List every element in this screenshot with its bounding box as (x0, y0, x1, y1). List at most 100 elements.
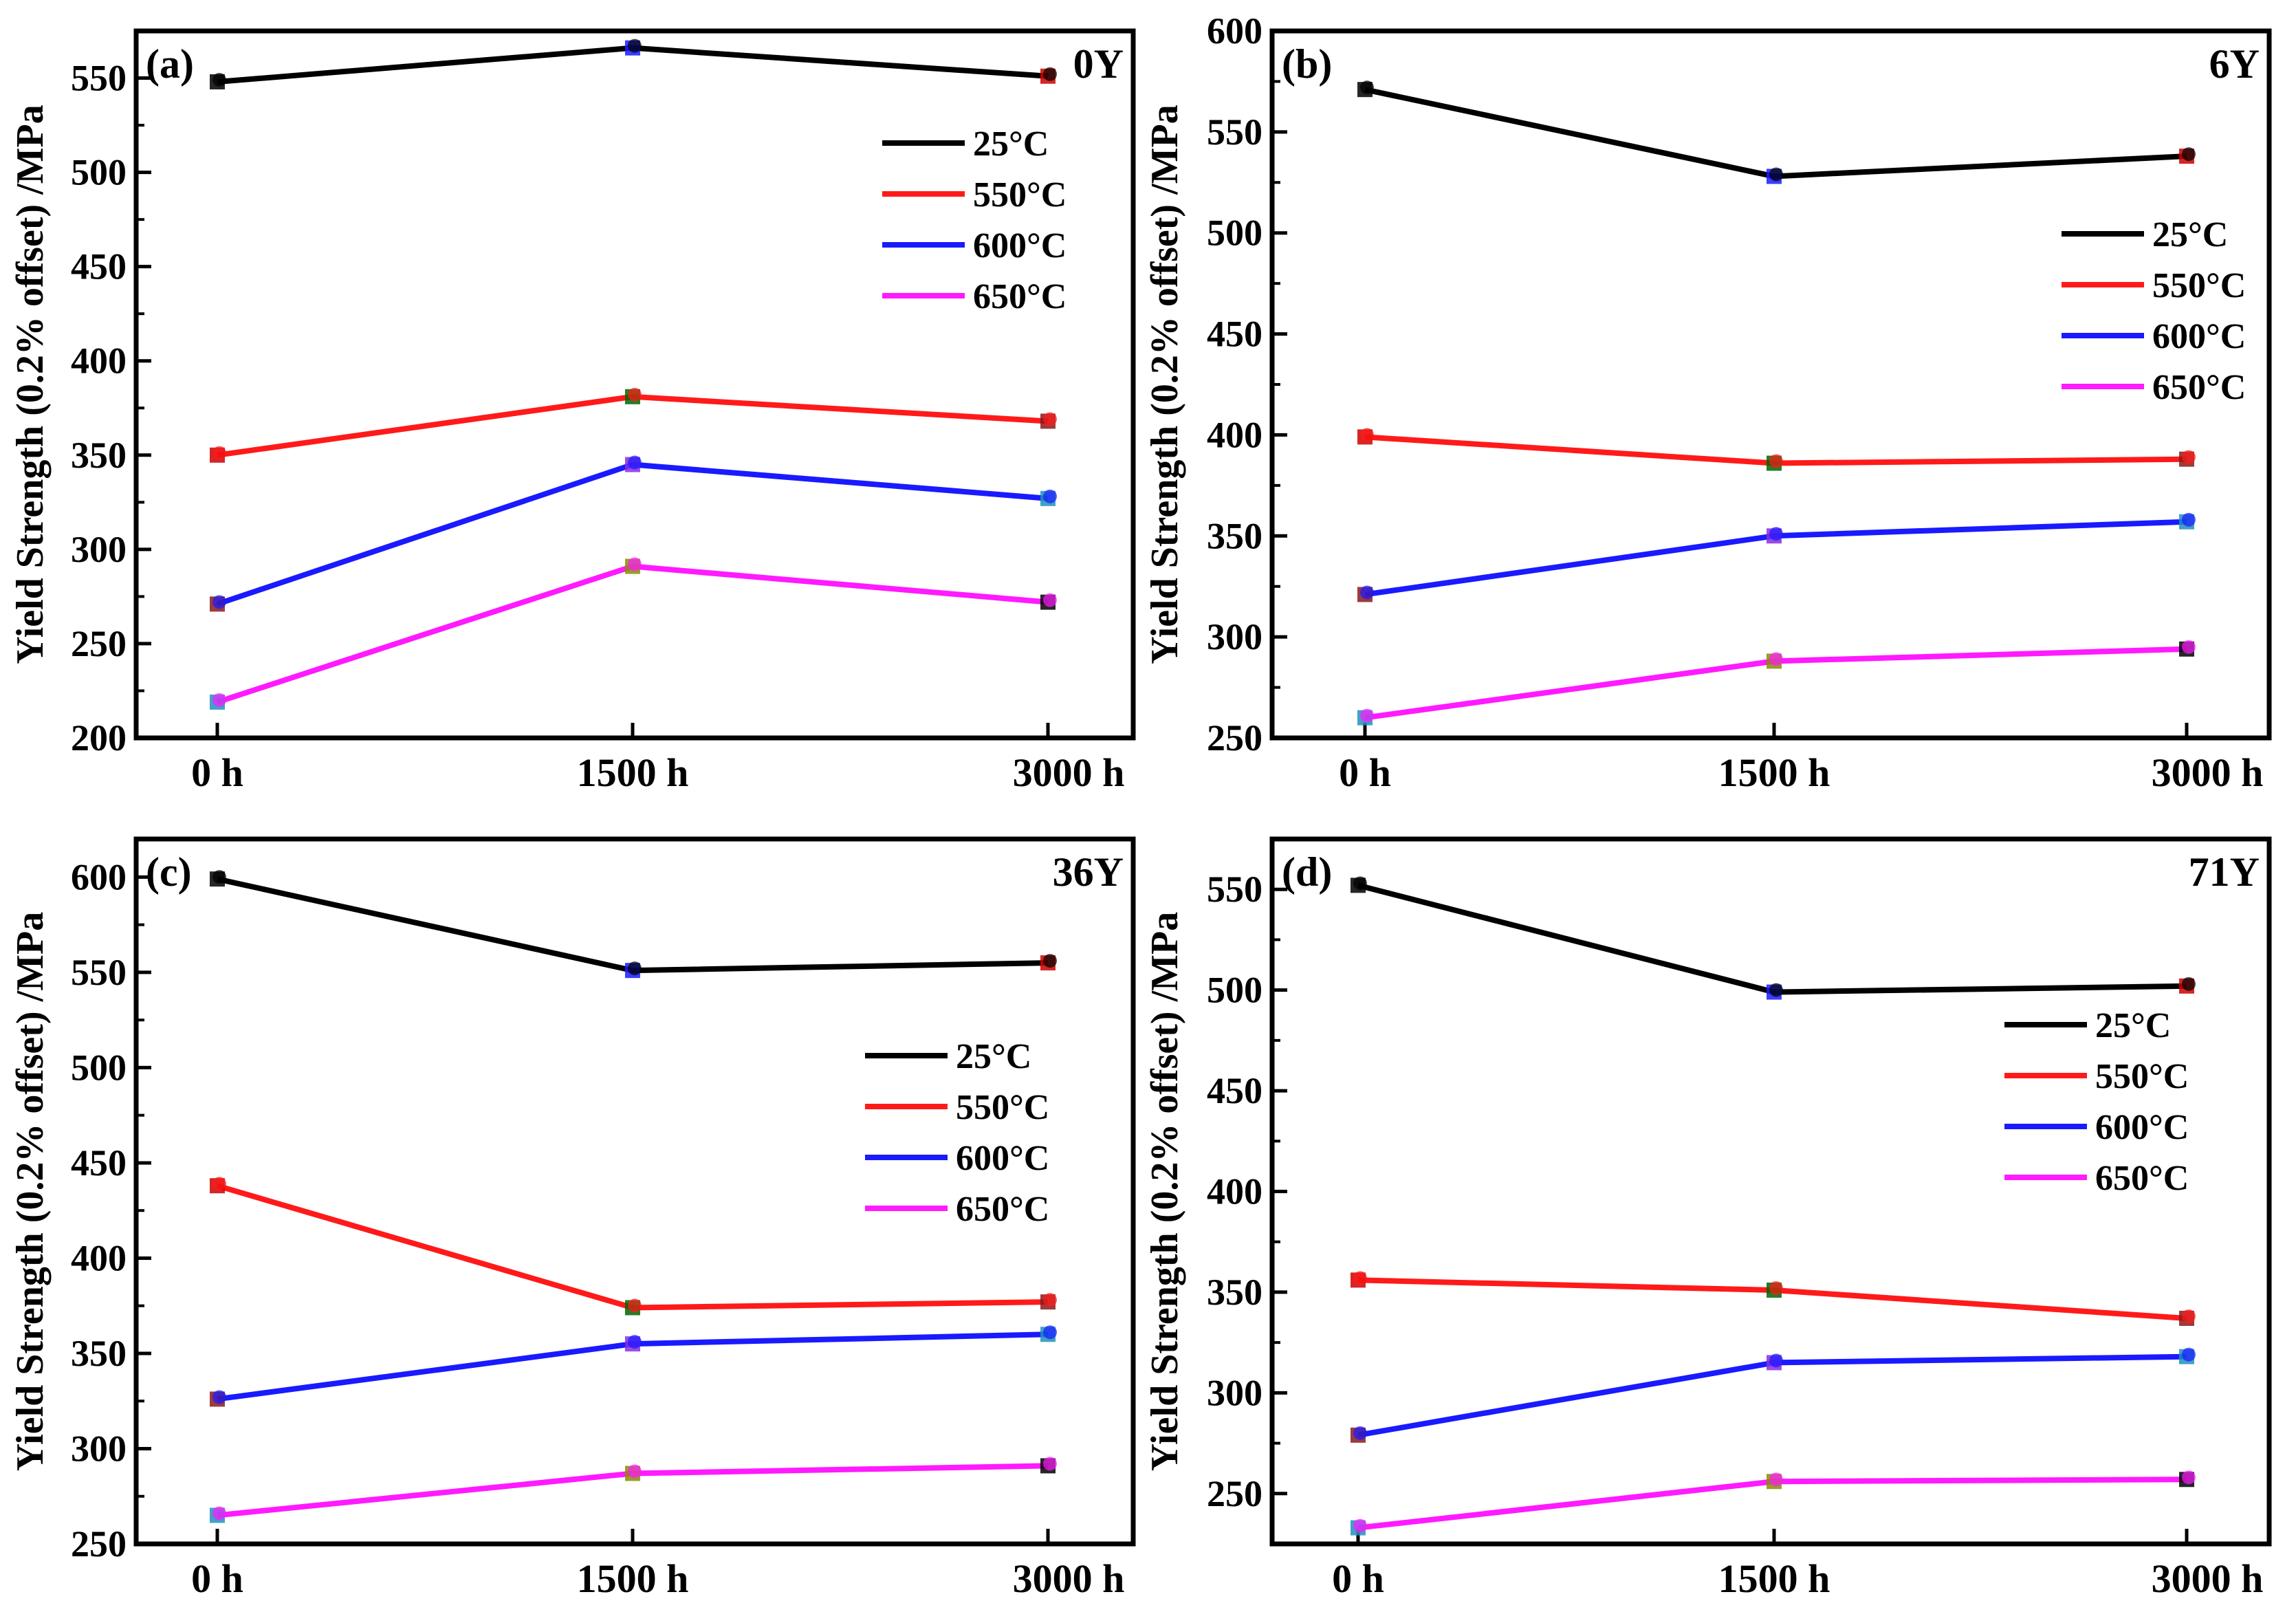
data-point-overlay (1043, 412, 1057, 426)
y-axis-label: Yield Strength (0.2% offset) /MPa (9, 105, 52, 664)
data-point-overlay (212, 1177, 226, 1191)
series-line-25c (1357, 882, 2187, 995)
y-tick-label: 550 (1207, 869, 1262, 910)
y-tick-label: 600 (71, 856, 127, 897)
series-line-25c (217, 876, 1049, 974)
data-point-overlay (2182, 640, 2196, 654)
legend-label: 600°C (973, 226, 1067, 265)
y-tick-label: 550 (1207, 111, 1262, 153)
legend-label: 550°C (973, 175, 1067, 215)
x-tick-label: 1500 h (577, 750, 689, 795)
data-point-overlay (1353, 876, 1367, 891)
data-point-overlay (1043, 1325, 1057, 1340)
y-tick-label: 450 (71, 246, 127, 287)
data-point-overlay (628, 1298, 642, 1313)
panel-label: (d) (1282, 849, 1332, 895)
series-line-550c (217, 393, 1049, 458)
data-point-overlay (2182, 1309, 2196, 1323)
legend-label: 650°C (956, 1190, 1049, 1229)
data-point-overlay (1360, 708, 1374, 723)
series-line-550c (216, 1183, 1049, 1311)
y-tick-label: 500 (1207, 970, 1262, 1011)
data-point-overlay (1769, 652, 1783, 666)
series-line-25c (1364, 87, 2187, 179)
y-tick-label: 500 (71, 152, 127, 193)
legend: 25°C 550°C 600°C 650°C (882, 124, 1067, 316)
x-tick-label: 0 h (191, 1556, 243, 1601)
y-tick-label: 300 (71, 529, 127, 570)
y-tick-label: 250 (71, 623, 127, 664)
y-tick-label: 250 (71, 1523, 127, 1565)
data-point-overlay (1769, 527, 1783, 541)
panel-label: (c) (146, 849, 192, 895)
data-point-overlay (1043, 954, 1057, 968)
legend: 25°C 550°C 600°C 650°C (2062, 215, 2246, 407)
y-tick-label: 400 (71, 1237, 127, 1278)
y-tick-label: 550 (71, 952, 127, 993)
data-point-overlay (628, 961, 642, 976)
data-point-overlay (1769, 983, 1783, 997)
legend: 25°C 550°C 600°C 650°C (2004, 1006, 2189, 1198)
panel-title: 71Y (2189, 849, 2260, 895)
panel-0y: 200 250 300 350 400 450 500 550 0 h 1500 h 3000 h Y… (9, 28, 1136, 795)
panel-title: 6Y (2209, 41, 2260, 87)
panel-label: (a) (146, 41, 194, 87)
data-point-overlay (1043, 489, 1057, 503)
x-tick-label: 1500 h (1718, 1556, 1830, 1601)
data-point-overlay (212, 693, 226, 707)
y-tick-label: 350 (1207, 515, 1262, 556)
data-point-overlay (1769, 1472, 1783, 1487)
y-tick-label: 500 (1207, 213, 1262, 254)
panel-label: (b) (1282, 41, 1332, 87)
legend-label: 25°C (973, 124, 1049, 164)
legend-label: 550°C (2095, 1057, 2189, 1096)
data-point-overlay (2182, 147, 2196, 162)
y-tick-label: 400 (71, 340, 127, 382)
data-point-overlay (1353, 1271, 1367, 1285)
y-tick-label: 600 (1207, 10, 1262, 52)
data-point-overlay (1360, 585, 1374, 600)
y-tick-label: 350 (71, 1333, 127, 1374)
y-tick-label: 550 (71, 58, 127, 99)
y-tick-label: 300 (1207, 1372, 1262, 1413)
data-point-overlay (1353, 1426, 1367, 1440)
y-axis-label: Yield Strength (0.2% offset) /MPa (9, 912, 52, 1471)
data-point-overlay (212, 1390, 226, 1404)
y-tick-label: 350 (71, 435, 127, 476)
y-tick-label: 200 (71, 717, 127, 759)
x-tick-label: 0 h (191, 750, 243, 795)
series-line-650c (216, 563, 1049, 705)
x-tick-label: 1500 h (1718, 750, 1830, 795)
x-tick-label: 1500 h (577, 1556, 689, 1601)
x-tick-label: 3000 h (2152, 750, 2264, 795)
x-tick-label: 3000 h (2152, 1556, 2264, 1601)
data-point-overlay (1353, 1518, 1367, 1533)
data-point-overlay (1360, 80, 1374, 95)
legend-label: 600°C (2095, 1108, 2189, 1147)
y-tick-label: 300 (71, 1428, 127, 1469)
y-tick-label: 450 (1207, 1070, 1262, 1111)
data-point-overlay (2182, 450, 2196, 464)
data-point-overlay (1043, 1457, 1057, 1471)
data-point-overlay (1769, 167, 1783, 182)
data-point-overlay (1769, 1281, 1783, 1295)
data-point-overlay (1043, 593, 1057, 607)
legend-label: 25°C (2152, 215, 2228, 254)
y-tick-label: 450 (1207, 314, 1262, 355)
data-point-overlay (212, 73, 226, 87)
data-point-overlay (628, 387, 642, 402)
panel-title: 36Y (1053, 849, 1124, 895)
data-point-overlay (628, 39, 642, 53)
data-point-overlay (212, 870, 226, 884)
data-point-overlay (1043, 67, 1057, 81)
plot-frame (133, 28, 1136, 741)
legend-label: 550°C (956, 1088, 1049, 1127)
data-point-overlay (1360, 428, 1374, 442)
legend-label: 650°C (973, 277, 1067, 316)
series-line-600c (216, 461, 1049, 607)
panel-36y: 250 300 350 400 450 500 550 600 0 h 1500 h 3000 h Y… (9, 836, 1136, 1601)
legend-label: 25°C (956, 1037, 1031, 1076)
data-point-overlay (1769, 454, 1783, 468)
panel-title: 0Y (1073, 41, 1124, 87)
